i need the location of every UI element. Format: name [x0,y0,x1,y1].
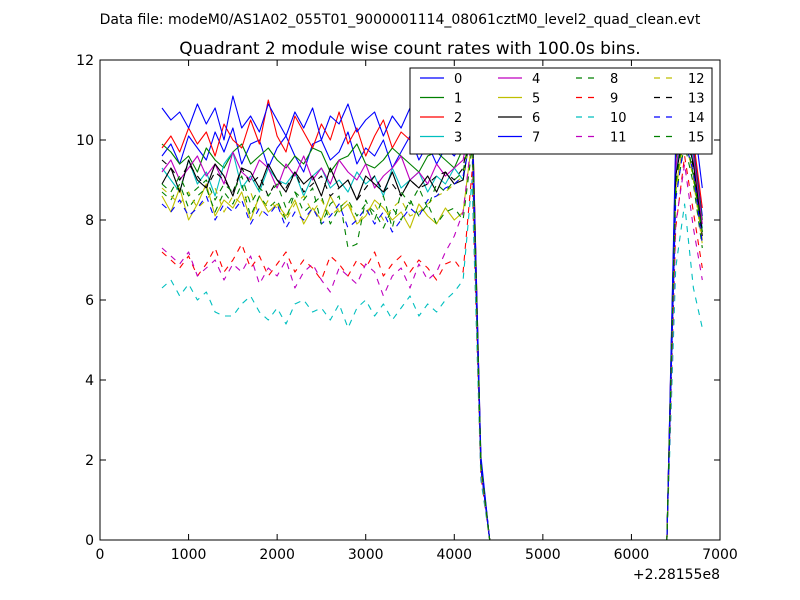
x-tick-label: 1000 [171,547,207,563]
legend-label-7: 7 [532,131,540,146]
x-tick-label: 0 [96,547,105,563]
figure-suptitle: Data file: modeM0/AS1A02_055T01_90000011… [100,12,701,28]
series-line-12 [161,127,703,540]
legend-label-11: 11 [610,131,627,146]
legend-label-10: 10 [610,111,627,126]
series-line-6 [161,123,703,540]
legend-label-14: 14 [688,111,705,126]
x-tick-label: 3000 [348,547,384,563]
chart-title: Quadrant 2 module wise count rates with … [179,39,640,59]
y-tick-label: 8 [85,213,94,229]
series-line-9 [161,155,703,540]
series-line-14 [161,131,703,540]
y-tick-label: 10 [76,133,94,149]
x-tick-label: 7000 [702,547,738,563]
y-tick-label: 0 [85,533,94,549]
series-line-11 [161,135,703,540]
legend-label-13: 13 [688,92,705,107]
legend-label-6: 6 [532,111,540,126]
legend-box [409,67,713,155]
series-line-10 [161,179,703,540]
series-layer [161,71,703,540]
series-line-13 [161,115,703,540]
x-offset-label: +2.28155e8 [633,567,720,583]
x-tick-label: 4000 [436,547,472,563]
legend-label-3: 3 [454,131,462,146]
x-tick-label: 5000 [525,547,561,563]
x-tick-label: 2000 [259,547,295,563]
series-line-5 [161,135,703,540]
legend-label-2: 2 [454,111,462,126]
x-tick-label: 6000 [614,547,650,563]
y-tick-label: 6 [85,293,94,309]
y-tick-label: 12 [76,53,94,69]
legend-label-4: 4 [532,72,540,87]
y-tick-label: 2 [85,453,94,469]
legend-label-15: 15 [688,131,705,146]
series-line-4 [161,111,703,540]
legend-label-0: 0 [454,72,462,87]
legend-label-8: 8 [610,72,618,87]
legend-label-9: 9 [610,92,618,107]
y-tick-label: 4 [85,373,94,389]
legend-label-12: 12 [688,72,705,87]
legend-label-5: 5 [532,92,540,107]
legend-label-1: 1 [454,92,462,107]
